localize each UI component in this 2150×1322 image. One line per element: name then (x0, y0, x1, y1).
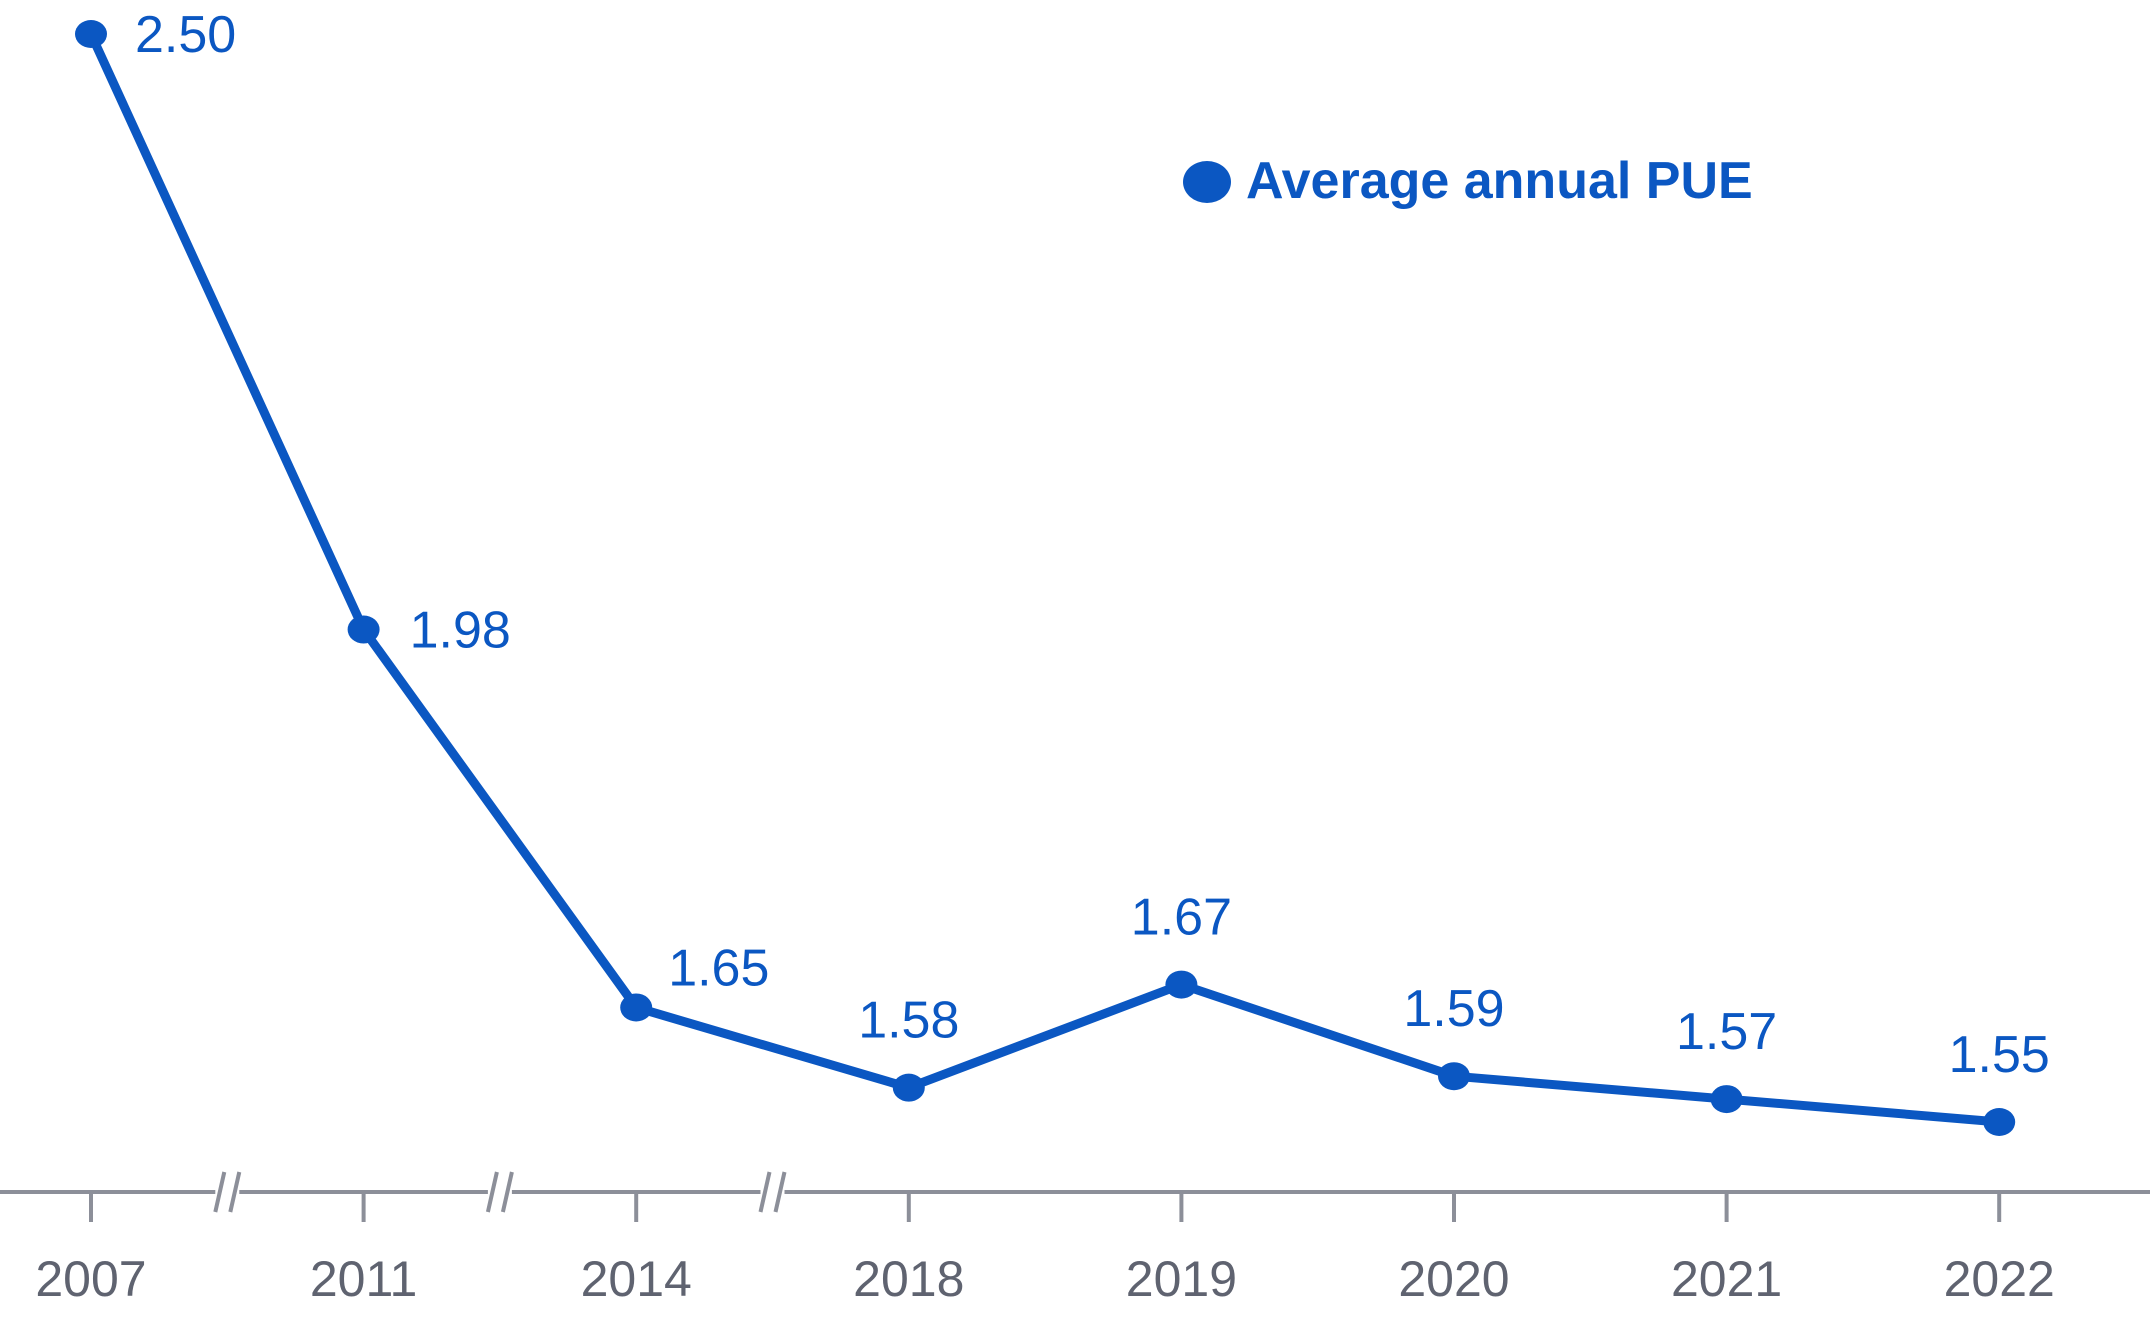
series-line-average-annual-pue (86, 29, 2004, 1127)
x-tick-label-2022: 2022 (1944, 1251, 2055, 1307)
x-tick-label-2018: 2018 (853, 1251, 964, 1307)
axis-break-marker (758, 1171, 787, 1213)
data-label-2019: 1.67 (1131, 889, 1232, 947)
x-tick-label-2014: 2014 (581, 1251, 692, 1307)
data-point-2011 (347, 615, 380, 644)
data-label-2018: 1.58 (858, 992, 959, 1050)
x-tick-label-2019: 2019 (1126, 1251, 1237, 1307)
x-tick-label-2021: 2021 (1671, 1251, 1782, 1307)
data-point-2020 (1438, 1062, 1470, 1091)
series-line-layer (86, 29, 2004, 1127)
data-point-2014 (620, 993, 653, 1022)
data-point-2007 (75, 20, 107, 48)
x-tick-label-2011: 2011 (310, 1251, 418, 1307)
x-axis: 2007 2011 2014 2018 2019 2020 2021 2022 (0, 1171, 2150, 1307)
data-labels: 2.50 1.98 1.65 1.58 1.67 1.59 1.57 1.55 (135, 6, 2050, 1084)
data-point-2018 (892, 1073, 925, 1102)
x-tick-label-2020: 2020 (1398, 1251, 1509, 1307)
legend: Average annual PUE (1183, 152, 1753, 210)
data-point-2021 (1710, 1085, 1743, 1114)
data-label-2014: 1.65 (668, 939, 769, 997)
data-label-2022: 1.55 (1949, 1026, 2050, 1084)
data-label-2020: 1.59 (1403, 980, 1504, 1038)
axis-break-marker (213, 1171, 242, 1213)
x-tick-label-2007: 2007 (35, 1251, 146, 1307)
axis-break-marker (485, 1171, 514, 1213)
legend-label: Average annual PUE (1246, 152, 1753, 210)
data-label-2011: 1.98 (410, 602, 511, 660)
data-point-2022 (1983, 1108, 2016, 1136)
legend-marker (1183, 161, 1231, 203)
data-label-2007: 2.50 (135, 6, 236, 64)
data-label-2021: 1.57 (1676, 1003, 1777, 1061)
data-point-2019 (1165, 970, 1198, 999)
data-points (75, 20, 2016, 1136)
